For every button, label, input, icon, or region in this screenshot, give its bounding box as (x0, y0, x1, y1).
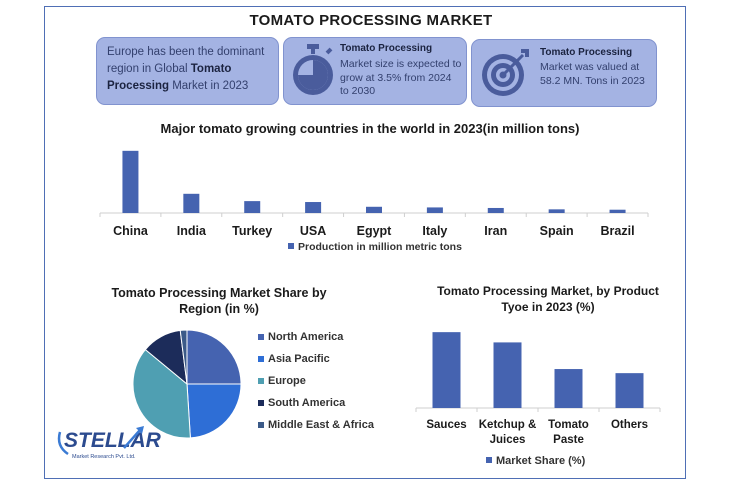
legend-swatch (258, 422, 264, 428)
country-chart-title: Major tomato growing countries in the wo… (160, 121, 580, 136)
x-tick-label: Iran (484, 224, 507, 238)
legend-label: Market Share (%) (496, 455, 586, 467)
legend-label: South America (268, 397, 346, 409)
bar-turkey (244, 201, 261, 213)
legend-label: North America (268, 331, 344, 343)
legend-label: Production in million metric tons (298, 241, 462, 253)
stopwatch-icon (293, 44, 333, 95)
card-text-bold: Tomato Processing (107, 63, 232, 92)
card-text-end: Market in 2023 (169, 80, 249, 92)
x-tick-label: Spain (540, 224, 574, 238)
pie-slice-north-america (186, 329, 242, 385)
card-text: Europe has been the dominant region in G… (107, 46, 265, 75)
legend-swatch (258, 334, 264, 340)
x-tick-label: Others (611, 419, 648, 431)
x-tick-label: Egypt (357, 224, 393, 238)
pie-slice-asia-pacific (186, 383, 242, 439)
target-icon (482, 49, 529, 96)
logo-tagline: Market Research Pvt. Ltd. (72, 454, 136, 460)
legend-swatch (288, 243, 294, 249)
pie-slice-europe (132, 348, 191, 439)
bar-ketchup-juices (493, 342, 522, 408)
x-tick-label: Tomato Paste (548, 419, 589, 446)
legend-swatch (486, 457, 492, 463)
bar-usa (305, 202, 322, 213)
x-tick-label: Turkey (232, 224, 272, 238)
x-tick-label: Ketchup & Juices (479, 419, 537, 446)
bar-tomato-paste (554, 369, 583, 408)
bar-china (122, 150, 139, 213)
x-tick-label: China (113, 224, 149, 238)
bar-sauces (432, 332, 461, 408)
legend-swatch (258, 400, 264, 406)
pie-slice-middle-east-africa (179, 329, 188, 385)
bar-brazil (609, 209, 626, 213)
legend-swatch (258, 356, 264, 362)
legend-label: Asia Pacific (268, 353, 330, 365)
bar-italy (426, 207, 443, 213)
card-heading: Tomato Processing (540, 47, 633, 58)
legend-label: Middle East & Africa (268, 419, 375, 431)
legend-swatch (258, 378, 264, 384)
product-chart-title: Tomato Processing Market, by Product Tyo… (437, 284, 659, 314)
x-tick-label: Brazil (601, 224, 635, 238)
card-body: Market size is expected to grow at 3.5% … (340, 58, 462, 97)
card-body: Market was valued at 58.2 MN. Tons in 20… (540, 61, 645, 87)
x-tick-label: Sauces (426, 419, 466, 431)
logo-name: STELLAR (64, 429, 162, 452)
x-tick-label: Italy (422, 224, 447, 238)
x-tick-label: USA (300, 224, 326, 238)
x-tick-label: India (177, 224, 207, 238)
stellar-logo: STELLAR Market Research Pvt. Ltd. (57, 426, 162, 460)
bar-spain (548, 209, 565, 213)
bar-india (183, 193, 200, 213)
legend-label: Europe (268, 375, 306, 387)
info-card-growth: Tomato Processing Market size is expecte… (283, 37, 467, 105)
info-card-value: Tomato Processing Market was valued at 5… (471, 39, 657, 107)
page-title: TOMATO PROCESSING MARKET (249, 12, 493, 29)
bar-egypt (366, 206, 382, 213)
info-card-region: Europe has been the dominant region in G… (96, 37, 279, 105)
card-heading: Tomato Processing (340, 43, 433, 54)
region-chart-title: Tomato Processing Market Share by Region… (111, 286, 327, 316)
infographic-frame (44, 6, 686, 479)
bar-others (615, 373, 644, 408)
bar-iran (487, 207, 504, 213)
